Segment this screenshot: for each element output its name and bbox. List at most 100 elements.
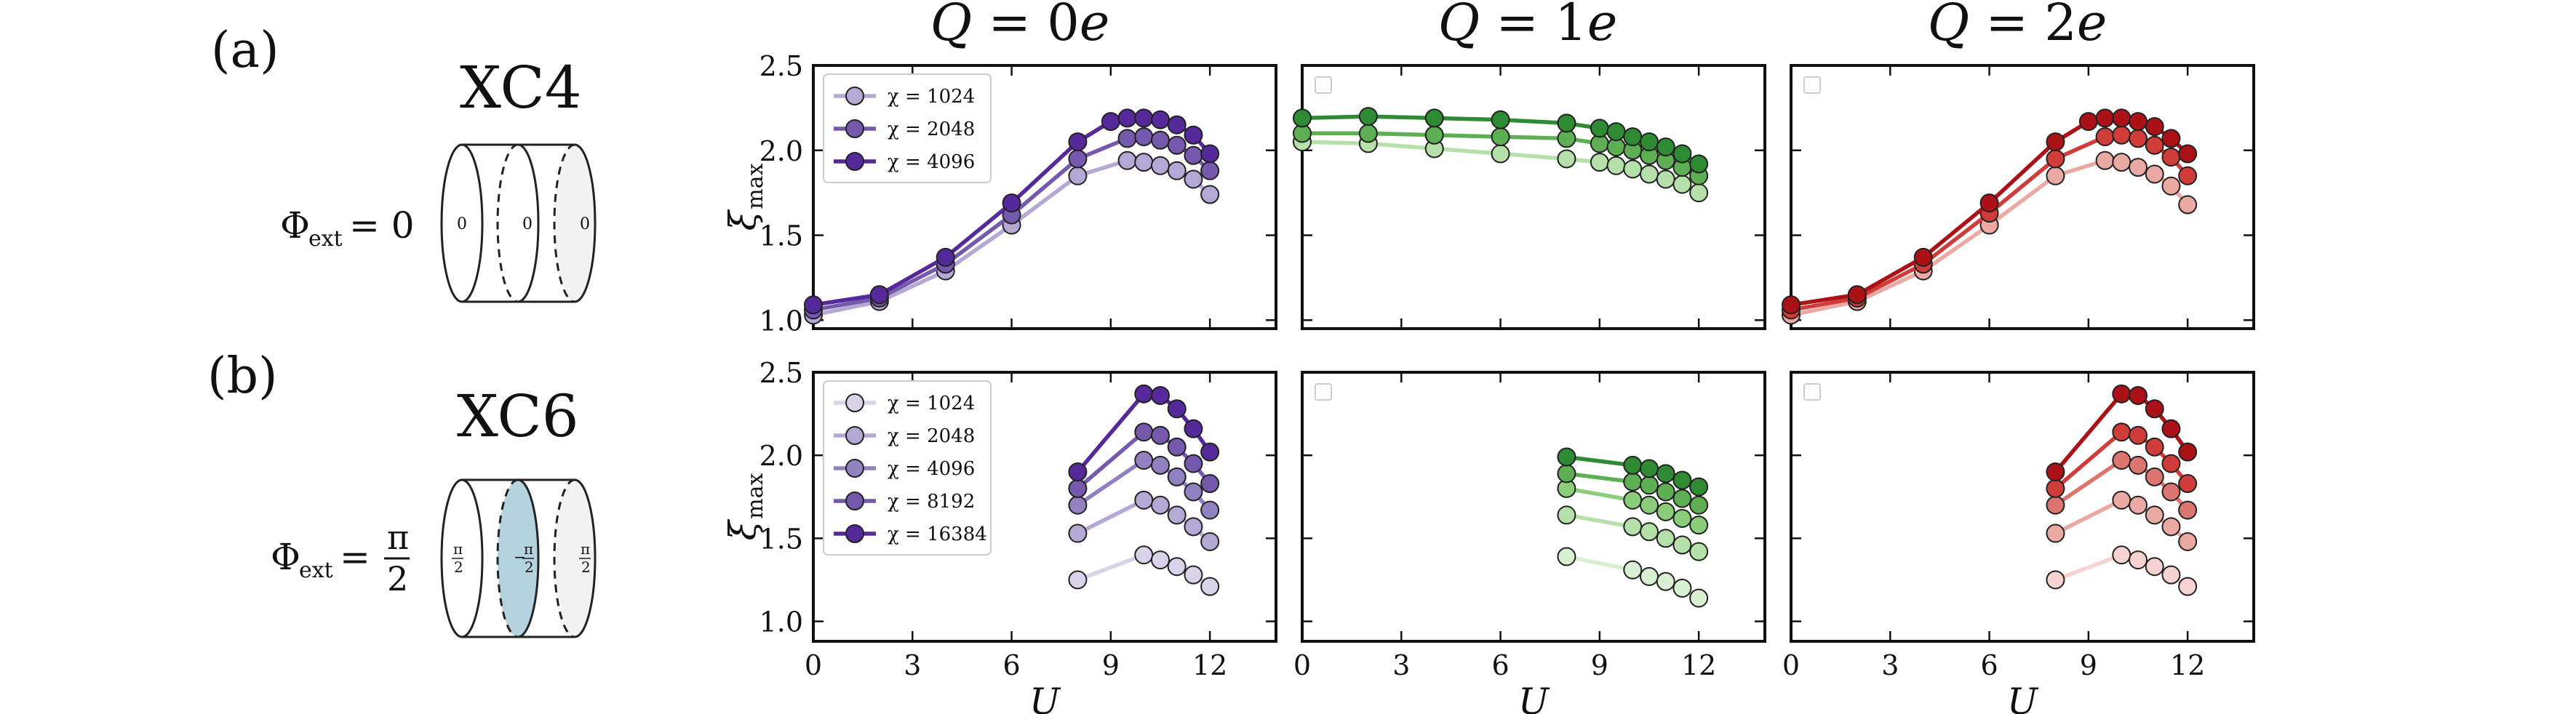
legend-box: [823, 380, 992, 555]
data-point: [1689, 154, 1709, 174]
data-point: [1557, 149, 1576, 169]
x-tick-label: 9: [1102, 649, 1120, 681]
panel-b-schematic: (b) XC6 Φ ext = π 2 π 2 −: [207, 348, 597, 638]
data-point: [1151, 455, 1170, 475]
svg-text:−: −: [514, 548, 526, 566]
cylinder-face-back: [554, 480, 595, 637]
data-point: [1672, 470, 1692, 490]
data-point: [2112, 153, 2132, 172]
plot-row-a-q1: [1293, 64, 1766, 330]
plot-row-b-q1: 0 3 6 9 12 U: [1293, 371, 1766, 714]
data-point: [1184, 517, 1203, 537]
data-point: [1117, 129, 1137, 148]
data-point: [2046, 570, 2065, 590]
data-point: [1134, 490, 1154, 510]
data-point: [1134, 108, 1154, 128]
cylinder-face-back: [554, 145, 595, 302]
cylinder-middle-ring-hidden: [496, 478, 519, 638]
data-point: [2112, 490, 2132, 510]
data-point: [2046, 149, 2065, 169]
data-point: [2095, 108, 2115, 128]
x-tick-label: 9: [2080, 649, 2097, 681]
column-title-q0: Q = 0e: [930, 0, 1110, 52]
legend: χ = 1024 χ = 2048 χ = 4096: [823, 73, 992, 183]
y-axis-label: ξmax: [722, 473, 768, 541]
data-point: [1672, 508, 1692, 528]
data-point: [1623, 560, 1643, 579]
panel-a-flux-label: Φ ext = 0: [280, 204, 415, 252]
data-point: [1672, 535, 1692, 555]
data-point: [2112, 545, 2132, 565]
legend-marker: [845, 459, 864, 478]
data-point: [1134, 451, 1154, 470]
data-point: [1151, 385, 1170, 405]
data-point: [2112, 384, 2132, 404]
panel-b-flux-label: Φ ext = π 2: [271, 518, 410, 598]
legend-entry: χ = 8192: [888, 491, 975, 513]
data-point: [1557, 464, 1576, 484]
data-point: [2161, 176, 2181, 196]
data-point: [2129, 112, 2148, 132]
panel-a-schematic: (a) XC4 Φ ext = 0 0 0 0: [211, 22, 597, 303]
ring-flux-label-2: 0: [522, 215, 533, 233]
data-point: [1151, 550, 1170, 570]
data-point: [1656, 571, 1675, 591]
data-point: [1200, 532, 1220, 551]
data-point: [2161, 129, 2181, 148]
data-point: [1640, 495, 1659, 515]
data-point: [2145, 117, 2164, 137]
data-point: [1068, 478, 1088, 498]
data-point: [1167, 135, 1187, 155]
data-point: [1623, 490, 1643, 510]
data-point: [2112, 451, 2132, 470]
x-axis-label: U: [1518, 681, 1550, 714]
cylinder-front-face: [440, 143, 484, 303]
data-point: [1101, 112, 1120, 132]
data-point: [2046, 478, 2065, 498]
legend-entry: χ = 1024: [888, 393, 975, 414]
plot-row-a-q2: [1782, 64, 2255, 330]
empty-legend-box: [1315, 383, 1332, 401]
data-point: [1623, 455, 1643, 475]
data-point: [1068, 462, 1088, 482]
data-point: [1689, 588, 1709, 608]
data-point: [1623, 472, 1643, 492]
data-point: [1358, 124, 1378, 143]
data-point: [1200, 144, 1220, 164]
data-point: [2161, 419, 2181, 438]
x-tick-label: 12: [1192, 649, 1227, 681]
y-tick-label: 1.5: [759, 523, 803, 555]
cylinder-middle-ring: [517, 478, 540, 638]
data-point: [1913, 247, 1933, 267]
data-point: [1656, 529, 1675, 548]
legend-marker: [845, 87, 864, 105]
data-point: [2046, 166, 2065, 185]
column-title-q1: Q = 1e: [1438, 0, 1618, 52]
flux-value: = 0: [349, 204, 415, 246]
data-point: [2129, 385, 2148, 405]
legend-marker: [845, 492, 864, 510]
column-title-q2: Q = 2e: [1928, 0, 2108, 52]
data-point: [1689, 495, 1709, 515]
data-point: [2046, 524, 2065, 543]
cylinder-middle-ring: [517, 143, 540, 303]
legend-marker: [845, 426, 864, 445]
axes-frame: [812, 371, 1277, 643]
flux-equals: =: [340, 536, 370, 578]
data-point: [1590, 153, 1609, 172]
empty-legend-box: [1803, 76, 1821, 94]
cylinder-middle-ring-hidden: [496, 143, 519, 303]
data-point: [2095, 151, 2115, 170]
xc6-cylinder-schematic: π 2 − π 2 π 2: [440, 478, 597, 638]
data-point: [1606, 122, 1626, 142]
data-point: [1689, 477, 1709, 497]
x-tick-label: 6: [1002, 649, 1020, 681]
data-point: [2178, 442, 2198, 462]
legend-marker: [845, 152, 864, 171]
data-point: [1184, 169, 1203, 189]
x-tick-label: 3: [1881, 649, 1899, 681]
empty-legend-box: [1803, 383, 1821, 401]
data-point: [1656, 464, 1675, 484]
svg-text:2: 2: [581, 558, 591, 576]
